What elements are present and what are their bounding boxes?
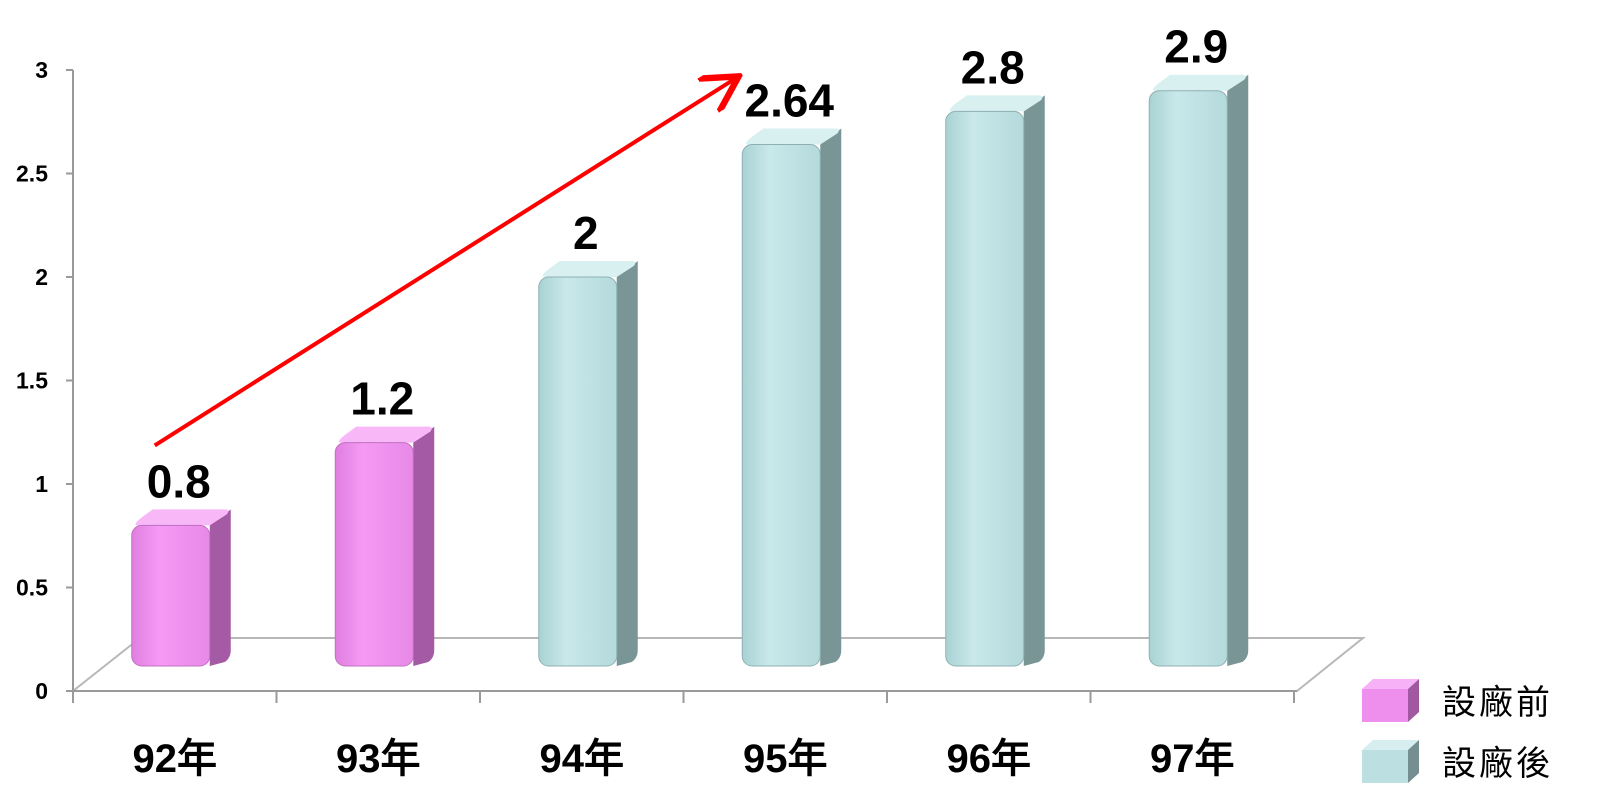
bar-top	[1153, 74, 1246, 91]
legend-swatch-after	[1362, 750, 1408, 783]
y-tick-label: 3	[35, 57, 48, 83]
bar-top	[135, 509, 229, 526]
data-label: 1.2	[350, 373, 414, 425]
legend-label-before: 設廠前	[1442, 683, 1553, 723]
y-tick-label: 2	[35, 264, 48, 290]
legend-swatch-before	[1362, 689, 1408, 722]
bar	[538, 261, 638, 667]
bar-front	[131, 524, 211, 667]
bar	[1148, 74, 1249, 667]
data-label: 2.64	[744, 75, 834, 127]
data-label: 2	[573, 207, 599, 259]
bar-top	[746, 128, 839, 145]
data-label: 2.8	[961, 41, 1025, 93]
x-tick-label: 92年	[133, 737, 218, 781]
x-axis-ticks: 92年 93年 94年 95年 96年 97年	[72, 691, 1295, 781]
y-tick-label: 0	[35, 678, 48, 704]
y-tick-label: 0.5	[16, 575, 48, 601]
bar-top	[542, 261, 636, 277]
bar-front	[945, 110, 1025, 667]
data-label: 0.8	[147, 455, 211, 507]
bar-top	[949, 95, 1043, 112]
bar-side	[616, 261, 638, 666]
bar-side	[209, 509, 231, 666]
y-axis-ticks: 0 0.5 1 1.5 2 2.5 3	[16, 57, 73, 704]
y-tick-label: 2.5	[16, 161, 48, 187]
bar	[334, 426, 435, 667]
x-tick-label: 97年	[1150, 737, 1235, 781]
legend-swatch-after-side	[1408, 740, 1419, 783]
bars	[131, 74, 1249, 667]
legend: 設廠前 設廠後	[1362, 679, 1553, 784]
x-tick-label: 93年	[336, 737, 421, 781]
bar-front	[1148, 90, 1228, 667]
data-labels: 0.8 1.2 2 2.64 2.8 2.9	[147, 21, 1228, 508]
bar-top	[339, 426, 432, 443]
bar-side	[413, 426, 435, 666]
legend-swatch-before-side	[1408, 679, 1419, 722]
bar	[741, 128, 842, 667]
bar-side	[1023, 95, 1045, 666]
bar-side	[820, 128, 842, 666]
trend-arrow	[153, 79, 736, 448]
x-tick-label: 95年	[743, 737, 828, 781]
bar-front	[334, 442, 414, 667]
y-tick-label: 1.5	[16, 368, 48, 394]
bar-front	[538, 276, 618, 667]
data-label: 2.9	[1164, 21, 1228, 73]
bar-front	[741, 144, 821, 667]
legend-item-before: 設廠前	[1362, 679, 1553, 723]
x-tick-label: 94年	[540, 737, 625, 781]
bar-side	[1227, 74, 1249, 666]
legend-item-after: 設廠後	[1362, 740, 1553, 784]
legend-swatch-after-top	[1362, 740, 1419, 750]
bar	[131, 509, 231, 667]
y-tick-label: 1	[35, 471, 48, 497]
x-tick-label: 96年	[947, 737, 1032, 781]
bar	[945, 95, 1045, 667]
legend-label-after: 設廠後	[1442, 744, 1553, 784]
legend-swatch-before-top	[1362, 679, 1419, 689]
